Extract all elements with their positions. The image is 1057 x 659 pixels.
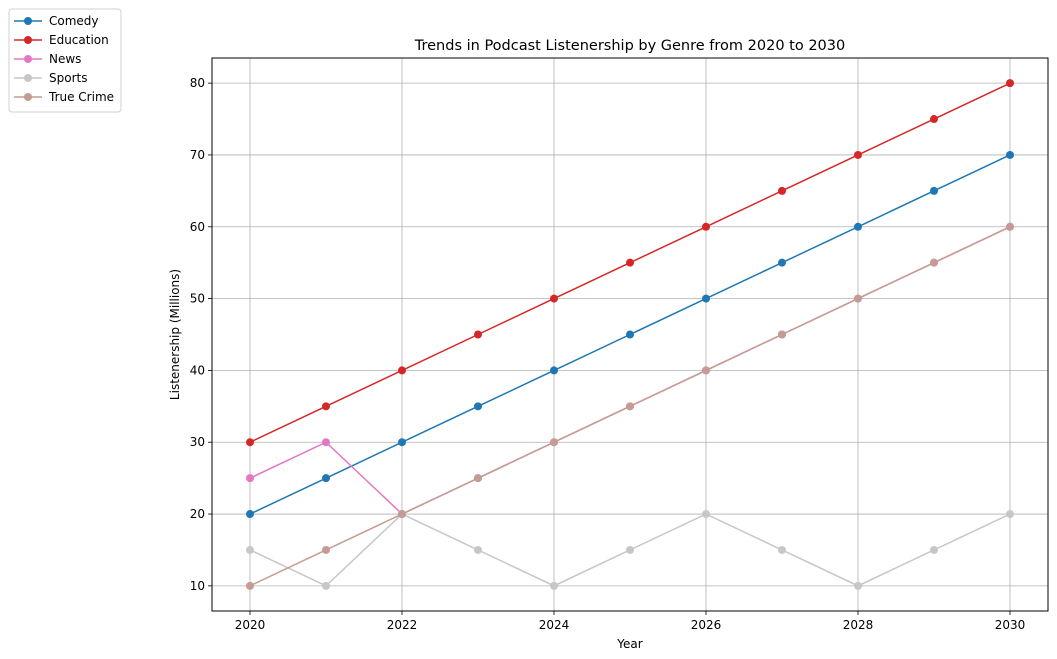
legend-label: True Crime bbox=[48, 90, 114, 104]
data-point-education bbox=[702, 222, 710, 231]
data-point-true-crime bbox=[1006, 222, 1014, 231]
data-point-comedy bbox=[246, 510, 254, 519]
grid-lines bbox=[212, 58, 1048, 611]
legend-label: Sports bbox=[49, 71, 87, 85]
data-point-sports bbox=[550, 581, 558, 590]
data-point-true-crime bbox=[474, 474, 482, 483]
plot-frame bbox=[211, 57, 1049, 612]
x-tick-label: 2022 bbox=[387, 618, 418, 632]
series-layer bbox=[246, 79, 1014, 590]
data-point-true-crime bbox=[702, 366, 710, 375]
data-point-sports bbox=[1006, 510, 1014, 519]
legend-swatch-marker bbox=[24, 55, 32, 63]
data-point-comedy bbox=[930, 186, 938, 195]
data-point-education bbox=[398, 366, 406, 375]
legend-swatch-marker bbox=[24, 36, 32, 44]
y-tick-label: 70 bbox=[190, 148, 205, 162]
data-point-sports bbox=[702, 510, 710, 519]
data-point-education bbox=[1006, 79, 1014, 88]
legend-label: News bbox=[49, 52, 81, 66]
data-point-education bbox=[246, 438, 254, 447]
data-point-sports bbox=[322, 581, 330, 590]
y-tick-label: 40 bbox=[190, 363, 205, 377]
data-point-true-crime bbox=[854, 294, 862, 303]
data-point-true-crime bbox=[626, 402, 634, 411]
data-point-sports bbox=[474, 545, 482, 554]
data-point-true-crime bbox=[778, 330, 786, 339]
legend-item: True Crime bbox=[14, 90, 114, 104]
data-point-true-crime bbox=[246, 581, 254, 590]
data-point-comedy bbox=[702, 294, 710, 303]
x-tick-label: 2026 bbox=[691, 618, 722, 632]
data-point-comedy bbox=[398, 438, 406, 447]
data-point-sports bbox=[930, 545, 938, 554]
data-point-sports bbox=[854, 581, 862, 590]
legend: Comedy Education News Sports True Crime bbox=[8, 8, 122, 113]
data-point-comedy bbox=[322, 474, 330, 483]
legend-item: Education bbox=[14, 33, 109, 47]
chart-title: Trends in Podcast Listenership by Genre … bbox=[414, 38, 845, 54]
data-point-sports bbox=[778, 545, 786, 554]
data-point-comedy bbox=[550, 366, 558, 375]
data-point-comedy bbox=[474, 402, 482, 411]
y-tick-label: 30 bbox=[190, 435, 205, 449]
series-comedy bbox=[246, 150, 1014, 519]
data-point-sports bbox=[626, 545, 634, 554]
data-point-education bbox=[778, 186, 786, 195]
data-point-true-crime bbox=[550, 438, 558, 447]
legend-item: News bbox=[14, 52, 81, 66]
series-education bbox=[246, 79, 1014, 447]
y-tick-label: 80 bbox=[190, 76, 205, 90]
data-point-education bbox=[626, 258, 634, 267]
data-point-sports bbox=[246, 545, 254, 554]
y-tick-label: 60 bbox=[190, 220, 205, 234]
legend-swatch-marker bbox=[24, 74, 32, 82]
y-tick-label: 10 bbox=[190, 579, 205, 593]
data-point-education bbox=[854, 150, 862, 159]
data-point-news bbox=[322, 438, 330, 447]
legend-swatch-marker bbox=[24, 93, 32, 101]
data-point-education bbox=[474, 330, 482, 339]
data-point-true-crime bbox=[930, 258, 938, 267]
y-tick-label: 20 bbox=[190, 507, 205, 521]
x-tick-label: 2020 bbox=[235, 618, 266, 632]
data-point-true-crime bbox=[398, 510, 406, 519]
data-point-education bbox=[930, 115, 938, 124]
legend-item: Comedy bbox=[14, 14, 99, 28]
x-axis-label: Year bbox=[616, 637, 642, 651]
legend-box bbox=[8, 8, 122, 113]
x-tick-label: 2024 bbox=[539, 618, 570, 632]
data-point-comedy bbox=[1006, 150, 1014, 159]
x-tick-label: 2030 bbox=[995, 618, 1026, 632]
data-point-comedy bbox=[778, 258, 786, 267]
data-point-comedy bbox=[854, 222, 862, 231]
data-point-education bbox=[322, 402, 330, 411]
data-point-comedy bbox=[626, 330, 634, 339]
series-true-crime bbox=[246, 222, 1014, 590]
legend-item: Sports bbox=[14, 71, 87, 85]
y-tick-label: 50 bbox=[190, 292, 205, 306]
legend-swatch-marker bbox=[24, 17, 32, 25]
y-axis-label: Listenership (Millions) bbox=[168, 269, 182, 400]
data-point-education bbox=[550, 294, 558, 303]
data-point-true-crime bbox=[322, 545, 330, 554]
legend-label: Education bbox=[49, 33, 109, 47]
data-point-news bbox=[246, 474, 254, 483]
x-tick-label: 2028 bbox=[843, 618, 874, 632]
legend-label: Comedy bbox=[49, 14, 99, 28]
